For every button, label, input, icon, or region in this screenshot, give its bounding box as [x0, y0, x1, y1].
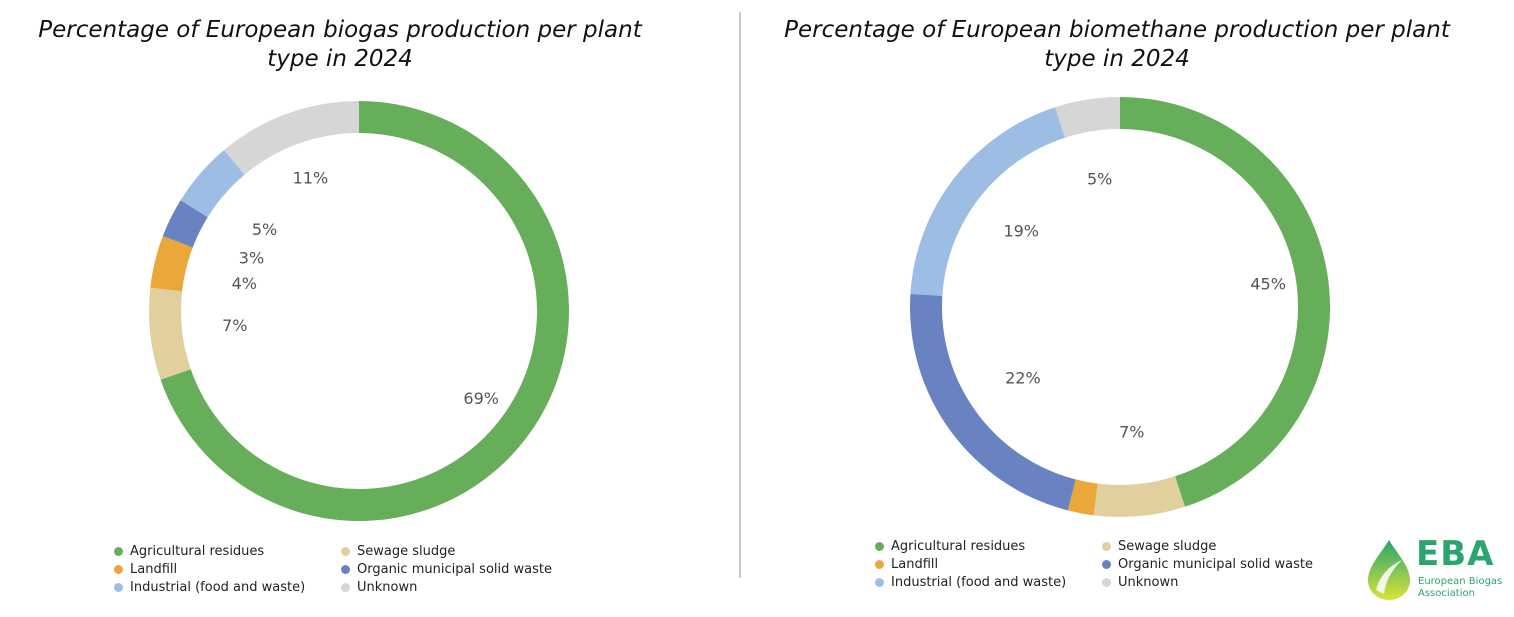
organic-dot [1102, 560, 1111, 569]
legend-label: Landfill [130, 562, 178, 577]
logo-acronym: EBA [1416, 534, 1495, 574]
data-label-industrial-food-and-waste: 5% [252, 220, 277, 239]
data-label-agricultural-residues: 69% [463, 389, 499, 408]
legend-label: Unknown [1118, 575, 1179, 590]
landfill-dot [114, 565, 123, 574]
legend-label: Agricultural residues [130, 544, 265, 559]
slice-sewage-sludge [149, 287, 191, 380]
data-label-unknown: 5% [1087, 170, 1112, 189]
data-label-sewage-sludge: 7% [222, 316, 247, 335]
legend-label: Organic municipal solid waste [1118, 557, 1313, 572]
legend-label: Organic municipal solid waste [357, 562, 552, 577]
legend-label: Sewage sludge [357, 544, 456, 559]
slice-landfill [150, 236, 193, 292]
data-label-landfill: 4% [232, 274, 257, 293]
unknown-dot [341, 583, 350, 592]
legend-item: Landfill [114, 562, 177, 577]
legend-item: Organic municipal solid waste [1102, 557, 1313, 572]
data-label-organic-municipal-solid-waste: 3% [239, 249, 264, 268]
legend-label: Landfill [891, 557, 939, 572]
data-label-organic-municipal-solid-waste: 22% [1005, 369, 1041, 388]
legend-item: Organic municipal solid waste [341, 562, 552, 577]
legend-item: Agricultural residues [875, 539, 1025, 554]
slice-industrial-food-and-waste [910, 107, 1065, 296]
legend-item: Industrial (food and waste) [875, 575, 1066, 590]
sewage-dot [341, 547, 350, 556]
slice-agricultural-residues [1120, 97, 1330, 507]
unknown-dot [1102, 578, 1111, 587]
slice-industrial-food-and-waste [180, 150, 245, 218]
legend-item: Agricultural residues [114, 544, 264, 559]
data-label-sewage-sludge: 7% [1119, 422, 1144, 441]
legend-label: Unknown [357, 580, 418, 595]
agricultural-dot [875, 542, 884, 551]
legend-item: Landfill [875, 557, 938, 572]
landfill-dot [875, 560, 884, 569]
data-label-agricultural-residues: 45% [1250, 275, 1286, 294]
logo-name: European Biogas Association [1418, 576, 1503, 599]
legend-item: Sewage sludge [341, 544, 455, 559]
slice-sewage-sludge [1093, 476, 1185, 517]
slice-organic-municipal-solid-waste [909, 293, 1076, 511]
slice-unknown [224, 101, 359, 175]
slice-unknown [1055, 97, 1120, 138]
legend-item: Sewage sludge [1102, 539, 1216, 554]
panel-divider [739, 12, 741, 578]
legend-item: Industrial (food and waste) [114, 580, 305, 595]
legend-item: Unknown [341, 580, 417, 595]
legend-label: Industrial (food and waste) [130, 580, 306, 595]
slice-organic-municipal-solid-waste [162, 200, 208, 248]
data-label-unknown: 11% [293, 169, 329, 188]
sewage-dot [1102, 542, 1111, 551]
biogas-chart-title: Percentage of European biogas production… [38, 17, 642, 72]
legend-label: Sewage sludge [1118, 539, 1217, 554]
legend-item: Unknown [1102, 575, 1178, 590]
legend-label: Industrial (food and waste) [891, 575, 1067, 590]
biomethane-chart-title: Percentage of European biomethane produc… [784, 17, 1450, 72]
leaf-drop-icon [1368, 540, 1410, 600]
legend-label: Agricultural residues [891, 539, 1026, 554]
organic-dot [341, 565, 350, 574]
biogas-panel: Percentage of European biogas production… [0, 0, 740, 617]
agricultural-dot [114, 547, 123, 556]
biomethane-panel: Percentage of European biomethane produc… [742, 0, 1514, 617]
slice-landfill [1067, 479, 1098, 516]
industrial-dot [114, 583, 123, 592]
industrial-dot [875, 578, 884, 587]
eba-logo: EBA European Biogas Association [1366, 534, 1506, 604]
data-label-industrial-food-and-waste: 19% [1003, 221, 1039, 240]
